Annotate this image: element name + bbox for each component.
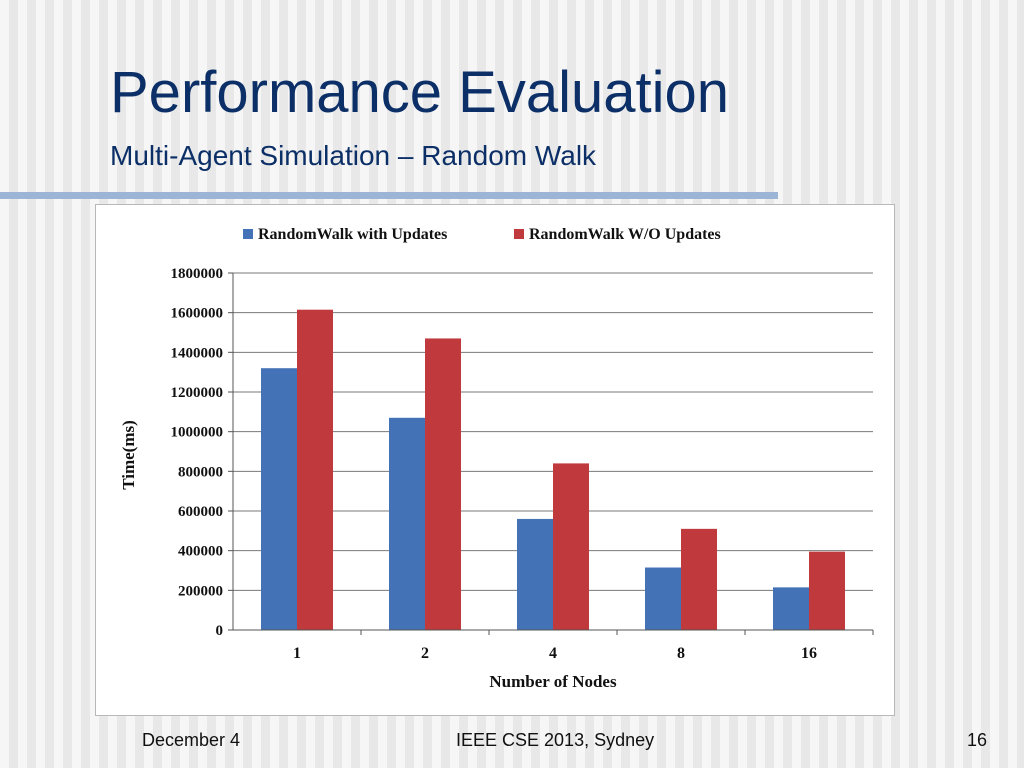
title-divider: [0, 192, 778, 199]
bar-without-updates: [553, 463, 589, 630]
chart-legend: RandomWalk with Updates RandomWalk W/O Up…: [243, 226, 721, 243]
legend-swatch: [243, 229, 253, 239]
x-tick-label: 8: [677, 645, 685, 662]
x-tick-label: 2: [421, 645, 429, 662]
chart-axes: [232, 273, 874, 635]
x-axis-label: Number of Nodes: [489, 672, 617, 691]
y-tick-label: 1200000: [171, 385, 224, 401]
slide-title: Performance Evaluation: [110, 60, 729, 125]
x-tick-label: 4: [549, 645, 557, 662]
y-tick-label: 1400000: [171, 345, 224, 361]
y-tick-label: 600000: [178, 504, 223, 520]
y-tick-labels: 0 200000 400000 600000 800000 1000000 1200000 1…: [171, 266, 224, 639]
y-tick-label: 1600000: [171, 306, 224, 322]
legend-label: RandomWalk W/O Updates: [529, 226, 721, 243]
slide-subtitle: Multi-Agent Simulation – Random Walk: [110, 140, 597, 171]
y-tick-label: 0: [216, 623, 224, 639]
bar-chart: RandomWalk with Updates RandomWalk W/O Up…: [119, 226, 874, 691]
footer-conference: IEEE CSE 2013, Sydney: [456, 730, 655, 750]
bar-with-updates: [261, 368, 297, 630]
bar-without-updates: [425, 338, 461, 630]
bar-without-updates: [681, 528, 717, 630]
y-tick-label: 200000: [178, 583, 223, 599]
y-tick-label: 1800000: [171, 266, 224, 282]
footer-date: December 4: [142, 730, 241, 750]
footer-page-number: 16: [967, 730, 988, 750]
chart-panel: RandomWalk with Updates RandomWalk W/O Up…: [95, 204, 895, 716]
y-axis-label: Time(ms): [119, 420, 138, 490]
bar-with-updates: [517, 518, 553, 630]
y-tick-label: 400000: [178, 544, 223, 560]
y-tick-label: 1000000: [171, 425, 224, 441]
x-tick-label: 16: [801, 645, 817, 662]
chart-bars: [261, 309, 845, 630]
y-tick-label: 800000: [178, 464, 223, 480]
bar-with-updates: [645, 567, 681, 630]
legend-label: RandomWalk with Updates: [258, 226, 447, 243]
bar-without-updates: [297, 309, 333, 630]
bar-with-updates: [773, 587, 809, 630]
bar-without-updates: [809, 551, 845, 630]
legend-swatch: [514, 229, 524, 239]
x-tick-labels: 1 2 4 8 16: [293, 645, 817, 662]
bar-with-updates: [389, 417, 425, 630]
x-tick-label: 1: [293, 645, 301, 662]
